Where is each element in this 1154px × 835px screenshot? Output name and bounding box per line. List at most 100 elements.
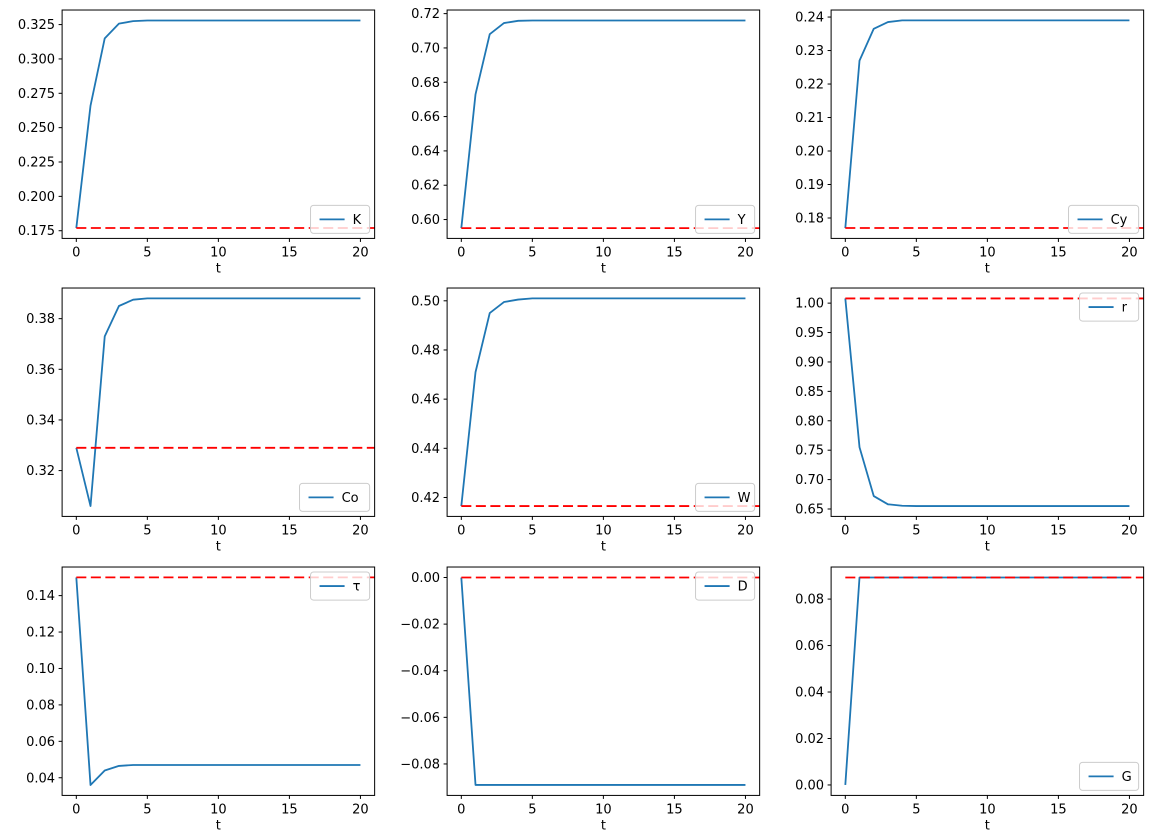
- y-tick-label: 0.04: [26, 771, 55, 786]
- x-tick-label: 15: [1050, 524, 1067, 539]
- y-tick-label: 0.225: [18, 156, 55, 171]
- plot-frame: [446, 566, 760, 796]
- y-tick-label: 0.46: [411, 393, 440, 408]
- x-axis-title: t: [216, 261, 221, 276]
- x-tick-label: 20: [352, 802, 369, 817]
- x-axis-title: t: [600, 261, 605, 276]
- legend-label: W: [737, 491, 750, 506]
- x-axis-title: t: [600, 818, 605, 833]
- y-tick-label: 0.06: [795, 639, 824, 654]
- series-line-tau: [75, 577, 361, 786]
- x-axis-ticks: 0 5 10 15 20: [72, 238, 369, 260]
- legend-label: Y: [736, 213, 745, 228]
- series-line-d: [460, 577, 746, 786]
- x-axis-ticks: 0 5 10 15 20: [841, 516, 1138, 539]
- series-line-k: [75, 19, 361, 229]
- plot-frame: [830, 288, 1145, 518]
- series-line-co: [75, 297, 361, 508]
- y-tick-label: 0.75: [795, 444, 824, 459]
- plot-frame: [446, 9, 760, 239]
- y-tick-label: 0.20: [795, 145, 824, 160]
- y-tick-label: 0.64: [411, 144, 440, 159]
- y-tick-label: 0.70: [795, 474, 824, 489]
- y-tick-label: 0.50: [411, 295, 440, 310]
- x-axis-ticks: 0 5 10 15 20: [841, 795, 1138, 817]
- y-tick-label: 0.10: [26, 662, 55, 677]
- y-tick-label: 0.85: [795, 385, 824, 400]
- subplot-g: 0.00 0.02 0.04 0.06 0.08 0 5 10 15 20 t G: [769, 557, 1154, 835]
- y-tick-label: 0.90: [795, 356, 824, 371]
- x-tick-label: 10: [595, 524, 612, 539]
- y-tick-label: 0.48: [411, 344, 440, 359]
- y-tick-label: 0.00: [411, 571, 440, 586]
- legend-r: r: [1079, 293, 1140, 323]
- y-tick-label: −0.02: [400, 618, 440, 633]
- legend-label: Cy: [1111, 213, 1128, 228]
- x-tick-label: 20: [737, 245, 754, 260]
- legend-g: G: [1079, 761, 1140, 791]
- series-line-r: [844, 298, 1130, 508]
- y-tick-label: −0.08: [400, 757, 440, 772]
- chart-r: 0.65 0.70 0.75 0.80 0.85 0.90 0.95 1.00 0 5 10 15 20…: [795, 288, 1145, 555]
- legend-label: Co: [342, 491, 359, 506]
- y-axis-ticks: 0.42 0.44 0.46 0.48 0.50: [411, 295, 447, 506]
- subplot-d: 0.00 −0.02 −0.04 −0.06 −0.08 0 5 10 15 20 t D: [385, 557, 770, 835]
- x-tick-label: 20: [1121, 802, 1138, 817]
- x-axis-title: t: [216, 540, 221, 555]
- y-tick-label: 0.300: [18, 52, 55, 67]
- chart-w: 0.42 0.44 0.46 0.48 0.50 0 5 10 15 20 t W: [411, 288, 760, 555]
- x-tick-label: 0: [72, 524, 80, 539]
- y-axis-ticks: 0.00 0.02 0.04 0.06 0.08: [795, 593, 832, 793]
- y-tick-label: 0.21: [795, 111, 824, 126]
- x-tick-label: 20: [737, 802, 754, 817]
- y-tick-label: 0.04: [795, 685, 824, 700]
- x-axis-ticks: 0 5 10 15 20: [841, 238, 1138, 260]
- y-tick-label: 0.19: [795, 178, 824, 193]
- subplot-k: 0.175 0.200 0.225 0.250 0.275 0.300 0.325 0 5 10 1…: [0, 0, 385, 278]
- legend-label: r: [1122, 301, 1128, 316]
- x-tick-label: 10: [210, 802, 227, 817]
- x-tick-label: 5: [143, 802, 151, 817]
- chart-k: 0.175 0.200 0.225 0.250 0.275 0.300 0.325 0 5 10 1…: [18, 9, 376, 276]
- legend-label: G: [1122, 770, 1132, 785]
- y-tick-label: 0.175: [18, 224, 55, 239]
- chart-tau: 0.04 0.06 0.08 0.10 0.12 0.14 0 5 10 15 20 t τ: [26, 566, 376, 833]
- y-tick-label: 0.08: [795, 593, 824, 608]
- subplot-y: 0.60 0.62 0.64 0.66 0.68 0.70 0.72 0 5 10 15 20 t Y: [385, 0, 770, 278]
- x-axis-ticks: 0 5 10 15 20: [457, 238, 754, 260]
- y-axis-ticks: 0.32 0.34 0.36 0.38: [26, 313, 63, 480]
- y-axis-ticks: 0.65 0.70 0.75 0.80 0.85 0.90 0.95 1.00: [795, 297, 832, 518]
- x-tick-label: 0: [841, 245, 849, 260]
- legend-w: W: [694, 483, 755, 513]
- plot-frame: [61, 288, 376, 518]
- y-tick-label: 0.34: [26, 414, 55, 429]
- legend-tau: τ: [310, 571, 371, 601]
- x-tick-label: 10: [979, 802, 996, 817]
- x-tick-label: 0: [841, 802, 849, 817]
- x-tick-label: 15: [666, 802, 683, 817]
- x-tick-label: 10: [595, 802, 612, 817]
- series-line-g: [844, 576, 1130, 785]
- chart-y: 0.60 0.62 0.64 0.66 0.68 0.70 0.72 0 5 10 15 20 t Y: [411, 7, 760, 276]
- legend-label: D: [737, 580, 747, 595]
- y-tick-label: 0.12: [26, 626, 55, 641]
- subplot-r: 0.65 0.70 0.75 0.80 0.85 0.90 0.95 1.00 0 5 10 15 20…: [769, 278, 1154, 556]
- x-tick-label: 0: [72, 245, 80, 260]
- legend-k: K: [310, 204, 371, 234]
- legend-cy: Cy: [1068, 204, 1140, 234]
- x-tick-label: 20: [352, 524, 369, 539]
- x-tick-label: 15: [666, 245, 683, 260]
- x-tick-label: 10: [210, 524, 227, 539]
- chart-co: 0.32 0.34 0.36 0.38 0 5 10 15 20 t Co: [26, 288, 376, 555]
- x-tick-label: 10: [210, 245, 227, 260]
- y-tick-label: 0.18: [795, 211, 824, 226]
- y-tick-label: 0.00: [795, 778, 824, 793]
- legend-frame: [299, 483, 371, 513]
- x-tick-label: 5: [143, 524, 151, 539]
- series-line-y: [460, 19, 746, 229]
- x-axis-title: t: [985, 540, 990, 555]
- series-line-cy: [844, 19, 1130, 229]
- x-tick-label: 0: [457, 524, 465, 539]
- x-tick-label: 5: [913, 245, 921, 260]
- plot-frame: [61, 566, 376, 796]
